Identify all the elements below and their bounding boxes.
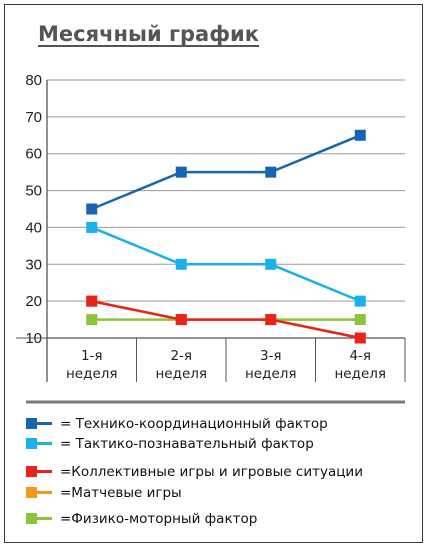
series-line-2 <box>91 226 361 303</box>
gridlines <box>47 79 405 302</box>
data-point-s2-1 <box>86 221 98 233</box>
data-point-s1-4 <box>354 129 366 141</box>
data-point-s3-4 <box>354 332 366 344</box>
legend-label-1: = Технико-координационный фактор <box>60 416 328 432</box>
data-point-s5-1 <box>86 314 98 326</box>
y-tick-label-60: 60 <box>25 146 42 163</box>
legend-item-3: =Коллективные игры и игровые ситуации <box>26 462 363 482</box>
y-tick-label-40: 40 <box>25 219 42 236</box>
series-lines <box>86 129 366 344</box>
series-line-1 <box>91 134 361 211</box>
data-point-s1-3 <box>265 166 277 178</box>
data-point-s3-1 <box>86 295 98 307</box>
chart-title: Месячный график <box>38 22 259 46</box>
y-tick-label-80: 80 <box>25 72 42 89</box>
data-point-s3-3 <box>265 314 277 326</box>
legend-swatch-4 <box>26 487 56 499</box>
data-point-s1-1 <box>86 203 98 215</box>
data-point-s2-4 <box>354 295 366 307</box>
legend-item-1: = Технико-координационный фактор <box>26 414 328 434</box>
series-line-3 <box>91 299 361 340</box>
legend-item-2: = Тактико-познавательный фактор <box>26 434 314 454</box>
category-label-3: 3-я неделя <box>245 348 297 382</box>
legend-label-4: =Матчевые игры <box>60 485 182 501</box>
legend-label-2: = Тактико-познавательный фактор <box>60 436 314 452</box>
data-point-s2-3 <box>265 258 277 270</box>
data-point-s5-4 <box>354 314 366 326</box>
legend-item-5: =Физико-моторный фактор <box>26 509 257 529</box>
legend-swatch-2 <box>26 438 56 450</box>
legend-swatch-3 <box>26 466 56 478</box>
y-tick-label-50: 50 <box>25 183 42 200</box>
category-label-4: 4-я неделя <box>334 348 386 382</box>
legend-swatch-5 <box>26 513 56 525</box>
legend-swatch-1 <box>26 418 56 430</box>
y-tick-label-20: 20 <box>25 293 42 310</box>
data-point-s1-2 <box>175 166 187 178</box>
legend-item-4: =Матчевые игры <box>26 483 182 503</box>
legend-label-3: =Коллективные игры и игровые ситуации <box>60 464 363 480</box>
data-point-s2-2 <box>175 258 187 270</box>
category-label-2: 2-я неделя <box>155 348 207 382</box>
chart-frame <box>4 4 423 543</box>
y-tick-label-30: 30 <box>25 256 42 273</box>
category-label-1: 1-я неделя <box>66 348 118 382</box>
y-tick-label-70: 70 <box>25 109 42 126</box>
legend-label-5: =Физико-моторный фактор <box>60 511 258 527</box>
data-point-s3-2 <box>175 314 187 326</box>
